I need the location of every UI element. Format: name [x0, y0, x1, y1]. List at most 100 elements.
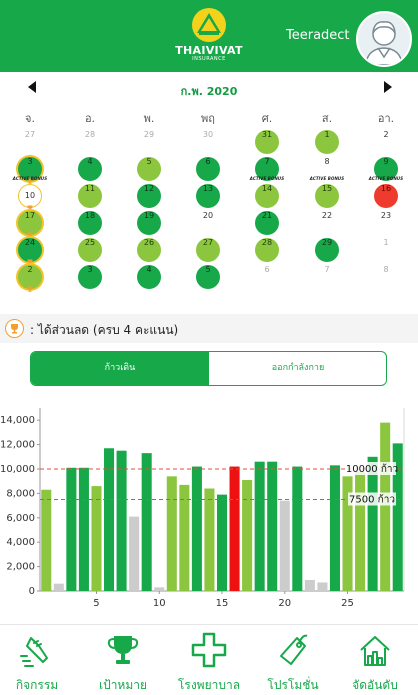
- tab-exercise[interactable]: ออกกำลังกาย: [271, 363, 325, 373]
- chart-bar: [116, 450, 127, 591]
- y-tick-label: 0: [29, 586, 35, 597]
- calendar-day[interactable]: 21: [255, 211, 279, 235]
- calendar-day[interactable]: 11: [78, 184, 102, 208]
- day-number: 8: [383, 265, 389, 274]
- calendar-day[interactable]: 5: [196, 265, 220, 289]
- day-number: 7: [255, 157, 279, 181]
- day-number: 12: [137, 184, 161, 208]
- calendar-day[interactable]: 16 ACTIVE BONUS: [369, 176, 403, 208]
- active-bonus-tag: ACTIVE BONUS: [368, 176, 404, 181]
- calendar-day[interactable]: 13: [196, 184, 220, 208]
- y-tick-label: 14,000: [0, 415, 35, 426]
- chart-bar: [367, 456, 378, 591]
- calendar-day[interactable]: 24: [18, 238, 42, 265]
- calendar-day[interactable]: 19: [137, 211, 161, 235]
- brand-sub: INSURANCE: [192, 56, 226, 62]
- calendar-day[interactable]: 20: [196, 211, 220, 235]
- username: Teeradect: [286, 28, 350, 43]
- calendar-day[interactable]: 26: [137, 238, 161, 262]
- user-avatar-icon[interactable]: [356, 11, 412, 67]
- calendar-day[interactable]: 6: [255, 265, 279, 289]
- chart-bar: [91, 486, 102, 591]
- calendar-day[interactable]: 7: [315, 265, 339, 289]
- calendar-day[interactable]: 14 ACTIVE BONUS: [250, 176, 284, 208]
- weekday-label: จ.: [25, 112, 35, 125]
- calendar-day[interactable]: 28: [255, 238, 279, 262]
- y-tick-label: 8,000: [6, 488, 35, 499]
- calendar-day[interactable]: 22: [315, 211, 339, 235]
- bottom-nav-divider: [0, 624, 418, 625]
- calendar-day[interactable]: 7: [255, 157, 279, 181]
- calendar-day[interactable]: 2: [18, 265, 42, 292]
- calendar-day[interactable]: 10 ACTIVE BONUS: [13, 176, 47, 211]
- day-number: 13: [196, 184, 220, 208]
- nav-label: จัดอันดับ: [352, 678, 398, 692]
- nav-label: กิจกรรม: [15, 678, 59, 692]
- calendar-day[interactable]: 9: [374, 157, 398, 181]
- calendar-day[interactable]: 27: [18, 130, 42, 154]
- chart-bar: [129, 516, 140, 591]
- calendar-day[interactable]: 25: [78, 238, 102, 262]
- day-number: 25: [78, 238, 102, 262]
- calendar-day[interactable]: 28: [78, 130, 102, 154]
- day-number: 5: [196, 265, 220, 289]
- calendar-day[interactable]: 1: [315, 130, 339, 154]
- y-tick-label: 12,000: [0, 440, 35, 451]
- calendar-day[interactable]: 29: [315, 238, 339, 262]
- chart-bar: [392, 443, 403, 591]
- day-number: 27: [196, 238, 220, 262]
- triangle-right-icon[interactable]: [380, 78, 396, 96]
- day-number: 1: [383, 238, 389, 247]
- calendar-day[interactable]: 29: [137, 130, 161, 154]
- nav-activity[interactable]: กิจกรรม: [2, 632, 72, 692]
- calendar-day[interactable]: 8: [374, 265, 398, 289]
- weekday-label: อ.: [84, 112, 96, 125]
- day-number: 24: [18, 238, 42, 262]
- day-number: 18: [78, 211, 102, 235]
- chart-bar: [179, 484, 190, 591]
- calendar-day[interactable]: 12: [137, 184, 161, 208]
- calendar-day[interactable]: 31: [255, 130, 279, 154]
- chart-bar: [355, 471, 366, 591]
- thaivivat-logo-icon: [192, 8, 226, 42]
- day-number: 8: [324, 157, 330, 166]
- calendar-day[interactable]: 8: [315, 157, 339, 181]
- calendar-day[interactable]: 5: [137, 157, 161, 181]
- nav-goal[interactable]: เป้าหมาย: [88, 632, 158, 692]
- calendar-day[interactable]: 4: [78, 157, 102, 181]
- weekday-label: ส.: [321, 112, 333, 125]
- trophy-icon: [27, 205, 33, 211]
- calendar-day[interactable]: 2: [374, 130, 398, 154]
- nav-hospital[interactable]: โรงพยาบาล: [174, 632, 244, 692]
- day-number: 4: [137, 265, 161, 289]
- y-tick-label: 6,000: [6, 513, 35, 524]
- nav-ranking[interactable]: จัดอันดับ: [340, 632, 410, 692]
- calendar-day[interactable]: 15 ACTIVE BONUS: [310, 176, 344, 208]
- calendar-day[interactable]: 3: [78, 265, 102, 289]
- day-number: 4: [78, 157, 102, 181]
- day-number: 21: [255, 211, 279, 235]
- day-number: 9: [374, 157, 398, 181]
- brand-name: THAIVIVAT: [175, 44, 243, 57]
- calendar-day[interactable]: 3: [18, 157, 42, 184]
- x-tick-label: 20: [278, 598, 291, 609]
- calendar-day[interactable]: 17: [18, 211, 42, 238]
- price-tag-icon: [280, 634, 308, 665]
- calendar-day[interactable]: 23: [374, 211, 398, 235]
- nav-label: โปรโมชั่น: [267, 678, 319, 692]
- calendar-day[interactable]: 27: [196, 238, 220, 262]
- calendar-day[interactable]: 30: [196, 130, 220, 154]
- activity-type-toggle: ก้าวเดิน ออกกำลังกาย: [30, 351, 387, 386]
- chart-bar: [154, 587, 165, 591]
- calendar-day[interactable]: 1: [374, 238, 398, 262]
- nav-promotion[interactable]: โปรโมชั่น: [258, 632, 328, 692]
- nav-label: เป้าหมาย: [98, 678, 148, 692]
- calendar-day[interactable]: 18: [78, 211, 102, 235]
- triangle-left-icon[interactable]: [24, 78, 40, 96]
- day-number: 28: [84, 130, 96, 139]
- calendar-day[interactable]: 4: [137, 265, 161, 289]
- y-tick-label: 4,000: [6, 537, 35, 548]
- tab-walk[interactable]: ก้าวเดิน: [31, 352, 209, 385]
- day-number: 1: [315, 130, 339, 154]
- calendar-day[interactable]: 6: [196, 157, 220, 181]
